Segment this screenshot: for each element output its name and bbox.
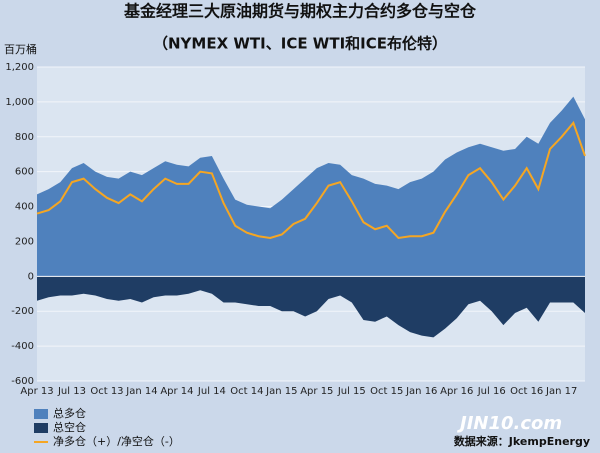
x-tick-label: Oct 13	[90, 386, 123, 397]
x-tick-label: Jul 15	[337, 386, 366, 397]
y-tick-label: -200	[11, 306, 34, 317]
x-tick-label: Oct 16	[510, 386, 543, 397]
source: 数据来源：JkempEnergy	[454, 434, 590, 448]
x-tick-label: Jan 17	[545, 386, 577, 397]
area	[37, 276, 585, 338]
y-tick-label: 800	[15, 132, 34, 143]
y-tick-label: -400	[11, 341, 34, 352]
area	[37, 96, 585, 277]
y-axis-label: 百万桶	[4, 42, 37, 56]
y-tick-label: -600	[11, 376, 34, 387]
x-tick-label: Jul 13	[57, 386, 86, 397]
legend-label: 总多仓	[53, 406, 86, 420]
legend-label: 净多仓（+）/净空仓（-）	[53, 434, 180, 448]
y-tick-label: 0	[28, 271, 34, 282]
line	[36, 120, 586, 240]
x-tick-label: Oct 15	[370, 386, 403, 397]
y-tick-label: 400	[15, 202, 34, 213]
x-tick-label: Jan 14	[125, 386, 157, 397]
legend-swatch	[34, 409, 48, 419]
x-tick-label: Apr 16	[440, 386, 473, 397]
y-tick-label: 200	[15, 236, 34, 247]
watermark: JIN10.com	[457, 413, 562, 434]
y-tick-label: 1,200	[5, 62, 34, 73]
chart-title: 基金经理三大原油期货与期权主力合约多仓与空仓	[123, 2, 477, 21]
legend-label: 总空仓	[53, 420, 86, 434]
legend-swatch	[34, 423, 48, 433]
x-tick-label: Apr 13	[20, 386, 53, 397]
y-tick-label: 1,000	[5, 97, 34, 108]
y-tick-label: 600	[15, 167, 34, 178]
x-tick-label: Jul 16	[477, 386, 506, 397]
x-tick-label: Oct 14	[230, 386, 263, 397]
x-tick-label: Jan 15	[265, 386, 297, 397]
x-tick-label: Jan 16	[405, 386, 437, 397]
x-tick-label: Apr 15	[300, 386, 333, 397]
x-tick-label: Jul 14	[197, 386, 226, 397]
chart-subtitle: （NYMEX WTI、ICE WTI和ICE布伦特）	[153, 35, 447, 53]
x-tick-label: Apr 14	[160, 386, 193, 397]
